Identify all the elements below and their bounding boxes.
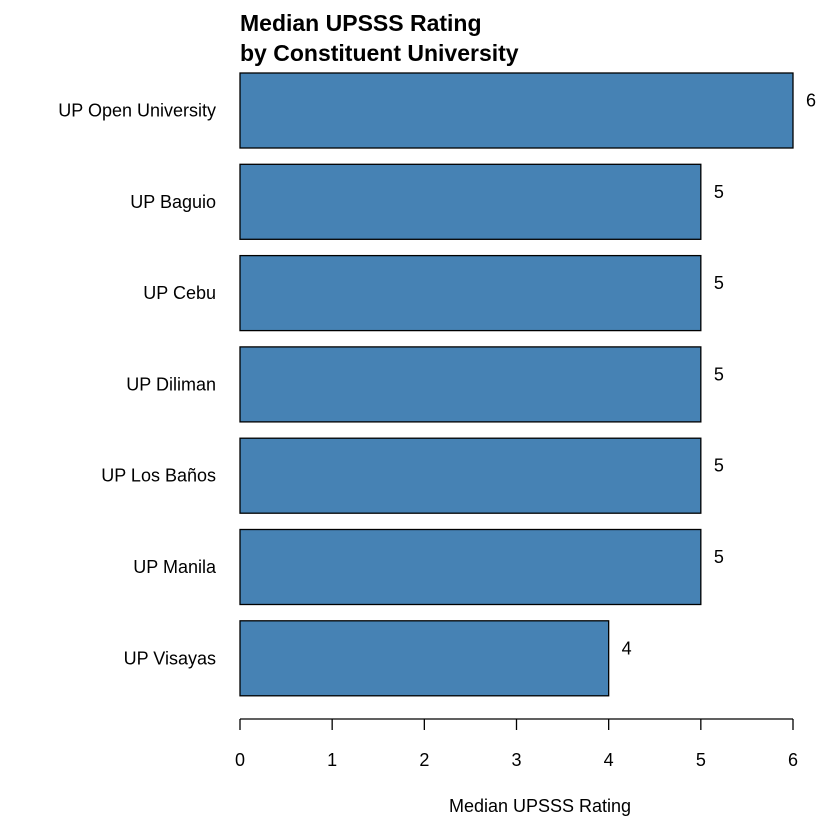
value-label-0: 6 [806, 91, 816, 111]
category-label-4: UP Los Baños [101, 466, 216, 486]
bar-2 [239, 254, 702, 332]
x-tick-label-2: 2 [419, 750, 429, 770]
category-label-5: UP Manila [133, 557, 217, 577]
bar-1 [239, 163, 702, 240]
category-labels-group: UP Open University UP Baguio UP Cebu UP Dil… [58, 101, 217, 669]
value-label-1: 5 [714, 182, 724, 202]
bar-6 [239, 620, 610, 697]
x-tick-label-5: 5 [696, 750, 706, 770]
value-label-5: 5 [714, 547, 724, 567]
bar-4 [239, 437, 702, 514]
value-label-3: 5 [714, 364, 724, 384]
value-label-6: 4 [622, 638, 632, 658]
bar-5 [239, 528, 702, 606]
bars-group [239, 72, 794, 697]
category-label-1: UP Baguio [130, 192, 216, 212]
x-ticks-group: 0 1 2 3 4 5 6 [235, 719, 798, 770]
value-label-4: 5 [714, 456, 724, 476]
x-tick-label-3: 3 [511, 750, 521, 770]
category-label-2: UP Cebu [143, 283, 216, 303]
x-axis-title: Median UPSSS Rating [449, 796, 631, 816]
category-label-6: UP Visayas [124, 648, 216, 668]
value-label-2: 5 [714, 273, 724, 293]
bar-3 [239, 346, 702, 423]
chart-title-line-1: Median UPSSS Rating [240, 10, 482, 36]
bar-0 [239, 72, 794, 149]
x-tick-label-6: 6 [788, 750, 798, 770]
x-axis: 0 1 2 3 4 5 6 [235, 718, 798, 770]
x-tick-label-1: 1 [327, 750, 337, 770]
category-label-0: UP Open University [58, 101, 216, 121]
category-label-3: UP Diliman [126, 374, 216, 394]
value-labels-group: 6 5 5 5 5 5 4 [622, 91, 816, 659]
x-tick-label-4: 4 [604, 750, 614, 770]
chart-title-line-2: by Constituent University [240, 40, 519, 66]
x-tick-label-0: 0 [235, 750, 245, 770]
